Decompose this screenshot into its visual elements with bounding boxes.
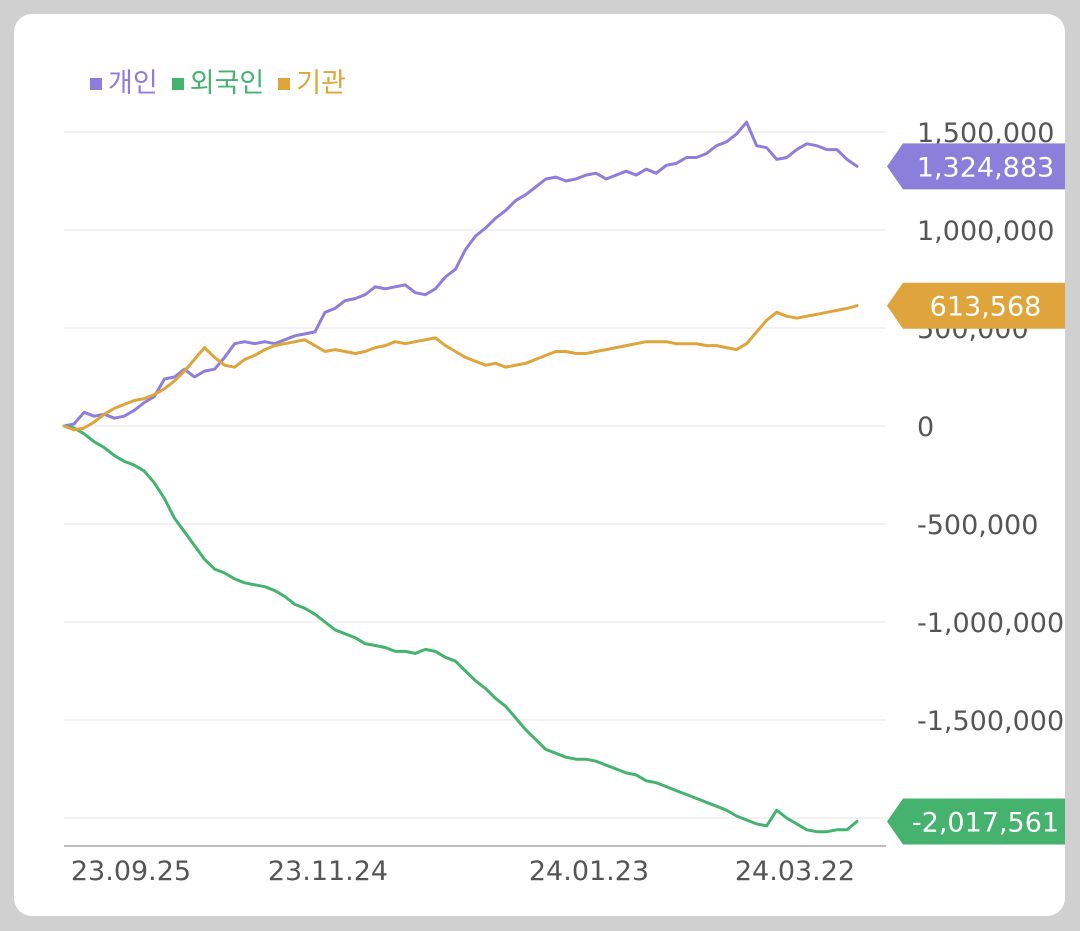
legend-item-individual[interactable]: 개인 [90,66,158,102]
x-tick-label: 23.11.24 [268,856,388,887]
end-value-label: 613,568 [930,292,1042,323]
series-lines [62,120,859,834]
legend-label: 기관 [296,68,346,99]
y-tick-label: 0 [917,412,934,443]
x-tick-label: 24.03.22 [735,856,855,887]
y-tick-label: -1,500,000 [917,706,1064,737]
y-tick-label: -1,000,000 [917,608,1064,639]
y-axis-ticks: 1,500,0001,000,000500,0000-500,000-1,000… [917,118,1064,737]
series-line-0[interactable] [62,120,859,428]
legend-item-institution[interactable]: 기관 [278,66,346,102]
x-tick-label: 23.09.25 [71,856,191,887]
chart-legend: 개인 외국인 기관 [90,66,346,102]
legend-swatch-icon [90,78,102,90]
series-line-1[interactable] [62,424,859,834]
end-value-label: -2,017,561 [912,807,1059,838]
end-value-badge [887,798,1065,845]
chart-card: 개인 외국인 기관 1,500,000 1,000,000 500,000 0 -500… [14,14,1065,916]
legend-label: 개인 [108,68,158,99]
y-tick-label: -500,000 [917,510,1038,541]
x-axis-ticks: 23.09.25 23.11.24 24.01.23 24.03.22 [71,856,855,887]
legend-swatch-icon [171,78,184,90]
legend-label: 외국인 [189,68,265,99]
series-line-2[interactable] [62,304,859,432]
legend-item-foreigner[interactable]: 외국인 [171,66,265,102]
y-tick-label: 1,000,000 [917,216,1054,247]
line-chart: 1,500,0001,000,000500,0000-500,000-1,000… [62,118,1065,887]
grid-lines [64,131,886,819]
end-value-badges: 1,324,883 -2,017,561 613,568 [887,143,1065,845]
end-value-label: 1,324,883 [917,152,1054,183]
end-value-badge [887,282,1065,329]
legend-swatch-icon [278,78,291,90]
end-value-badge [887,143,1065,190]
x-tick-label: 24.01.23 [529,856,649,887]
